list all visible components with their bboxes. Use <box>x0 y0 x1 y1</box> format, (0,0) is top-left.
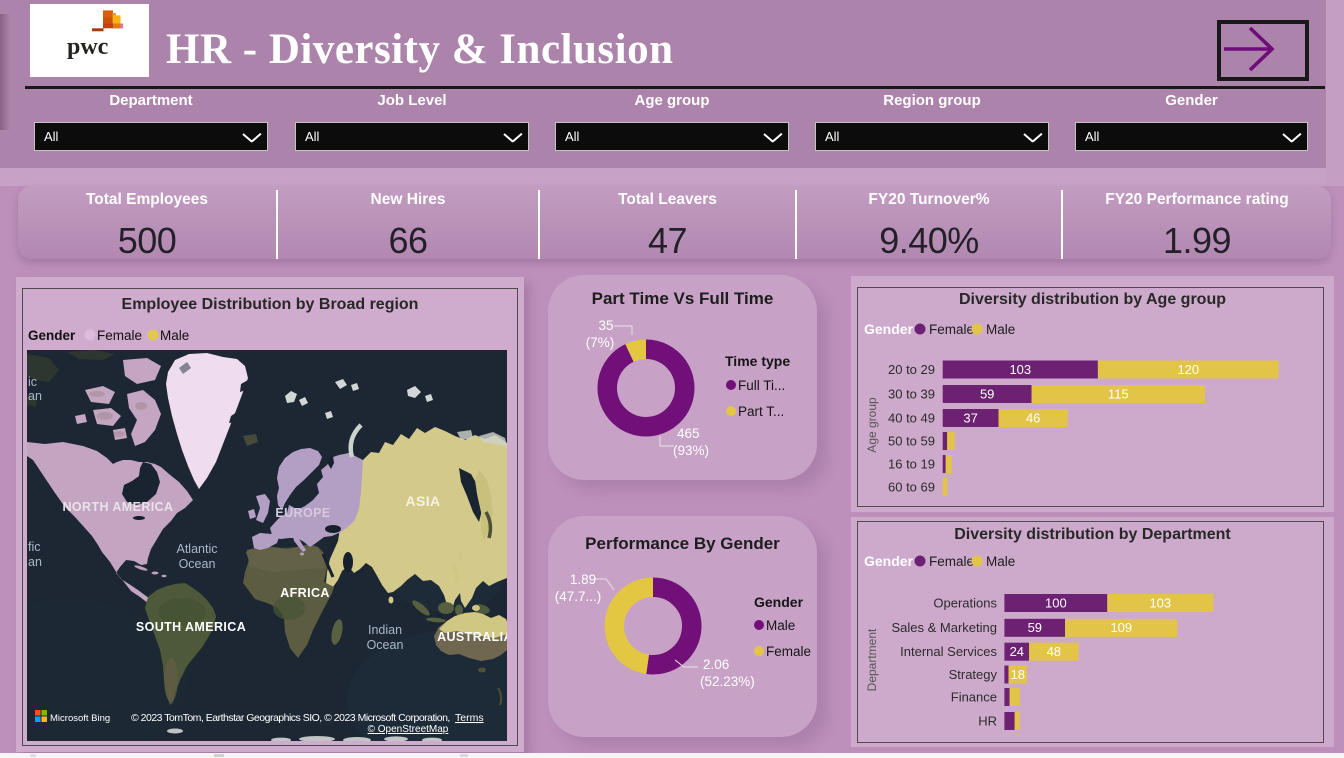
svg-text:16 to 19: 16 to 19 <box>888 457 935 472</box>
svg-text:1.89: 1.89 <box>570 572 596 587</box>
svg-text:© OpenStreetMap: © OpenStreetMap <box>368 724 449 735</box>
svg-text:Gender: Gender <box>28 328 76 343</box>
svg-text:Strategy: Strategy <box>949 667 998 682</box>
svg-text:Female: Female <box>766 644 811 659</box>
svg-text:Terms: Terms <box>455 712 484 724</box>
svg-text:40 to 49: 40 to 49 <box>888 411 935 426</box>
svg-text:EUROPE: EUROPE <box>275 506 330 520</box>
svg-text:59: 59 <box>980 387 994 402</box>
svg-text:24: 24 <box>1010 644 1024 659</box>
svg-text:Female: Female <box>929 322 974 337</box>
svg-text:(47.7...): (47.7...) <box>555 589 602 604</box>
svg-text:Microsoft Bing: Microsoft Bing <box>50 713 110 724</box>
svg-text:103: 103 <box>1009 362 1031 377</box>
svg-text:120: 120 <box>1177 362 1199 377</box>
svg-text:AUSTRALIA: AUSTRALIA <box>437 630 507 644</box>
svg-text:2.06: 2.06 <box>703 657 729 672</box>
svg-text:Gender: Gender <box>864 321 914 337</box>
svg-text:HR: HR <box>978 714 997 729</box>
svg-text:48: 48 <box>1047 644 1061 659</box>
svg-text:37: 37 <box>963 411 977 426</box>
svg-text:50 to 59: 50 to 59 <box>888 434 935 449</box>
svg-text:© 2023 TomTom, Earthstar Geogr: © 2023 TomTom, Earthstar Geographics SIO… <box>131 712 450 724</box>
svg-text:Female: Female <box>97 328 142 343</box>
svg-text:Operations: Operations <box>933 596 997 611</box>
svg-text:Male: Male <box>766 618 795 633</box>
svg-text:Indian: Indian <box>368 623 402 637</box>
svg-text:Internal Services: Internal Services <box>900 644 997 659</box>
svg-text:(52.23%): (52.23%) <box>700 674 755 689</box>
svg-text:30 to 39: 30 to 39 <box>888 387 935 402</box>
svg-text:ASIA: ASIA <box>405 493 440 509</box>
svg-text:Gender: Gender <box>754 594 804 610</box>
svg-text:Gender: Gender <box>864 553 914 569</box>
svg-text:Female: Female <box>929 554 974 569</box>
svg-text:Male: Male <box>986 322 1015 337</box>
svg-text:Time type: Time type <box>725 353 790 369</box>
svg-text:59: 59 <box>1028 620 1042 635</box>
svg-text:NORTH AMERICA: NORTH AMERICA <box>63 500 174 514</box>
svg-text:SOUTH AMERICA: SOUTH AMERICA <box>136 620 246 634</box>
svg-text:(93%): (93%) <box>673 443 709 458</box>
svg-text:109: 109 <box>1110 620 1132 635</box>
svg-text:Ocean: Ocean <box>179 557 216 571</box>
svg-text:an: an <box>28 555 42 569</box>
svg-text:20 to 29: 20 to 29 <box>888 362 935 377</box>
svg-text:fic: fic <box>28 540 41 554</box>
svg-text:46: 46 <box>1026 411 1040 426</box>
svg-text:Full Ti...: Full Ti... <box>738 378 785 393</box>
svg-text:Ocean: Ocean <box>367 638 404 652</box>
svg-text:(7%): (7%) <box>586 335 615 350</box>
svg-text:Department: Department <box>865 628 879 691</box>
svg-text:ic: ic <box>28 375 37 389</box>
svg-text:465: 465 <box>677 426 700 441</box>
svg-text:AFRICA: AFRICA <box>280 586 330 600</box>
svg-text:Age group: Age group <box>865 397 879 453</box>
svg-text:35: 35 <box>598 318 613 333</box>
svg-text:Atlantic: Atlantic <box>177 542 218 556</box>
svg-text:103: 103 <box>1149 596 1171 611</box>
svg-text:pwc: pwc <box>67 34 109 60</box>
svg-text:100: 100 <box>1045 596 1067 611</box>
svg-text:Part T...: Part T... <box>738 404 784 419</box>
svg-text:Male: Male <box>986 554 1015 569</box>
svg-text:18: 18 <box>1011 667 1025 682</box>
svg-text:Male: Male <box>160 328 189 343</box>
svg-text:Sales & Marketing: Sales & Marketing <box>892 620 998 635</box>
svg-text:an: an <box>28 389 42 403</box>
svg-text:115: 115 <box>1108 387 1129 402</box>
svg-text:60 to 69: 60 to 69 <box>888 480 935 495</box>
svg-text:Finance: Finance <box>951 690 997 705</box>
